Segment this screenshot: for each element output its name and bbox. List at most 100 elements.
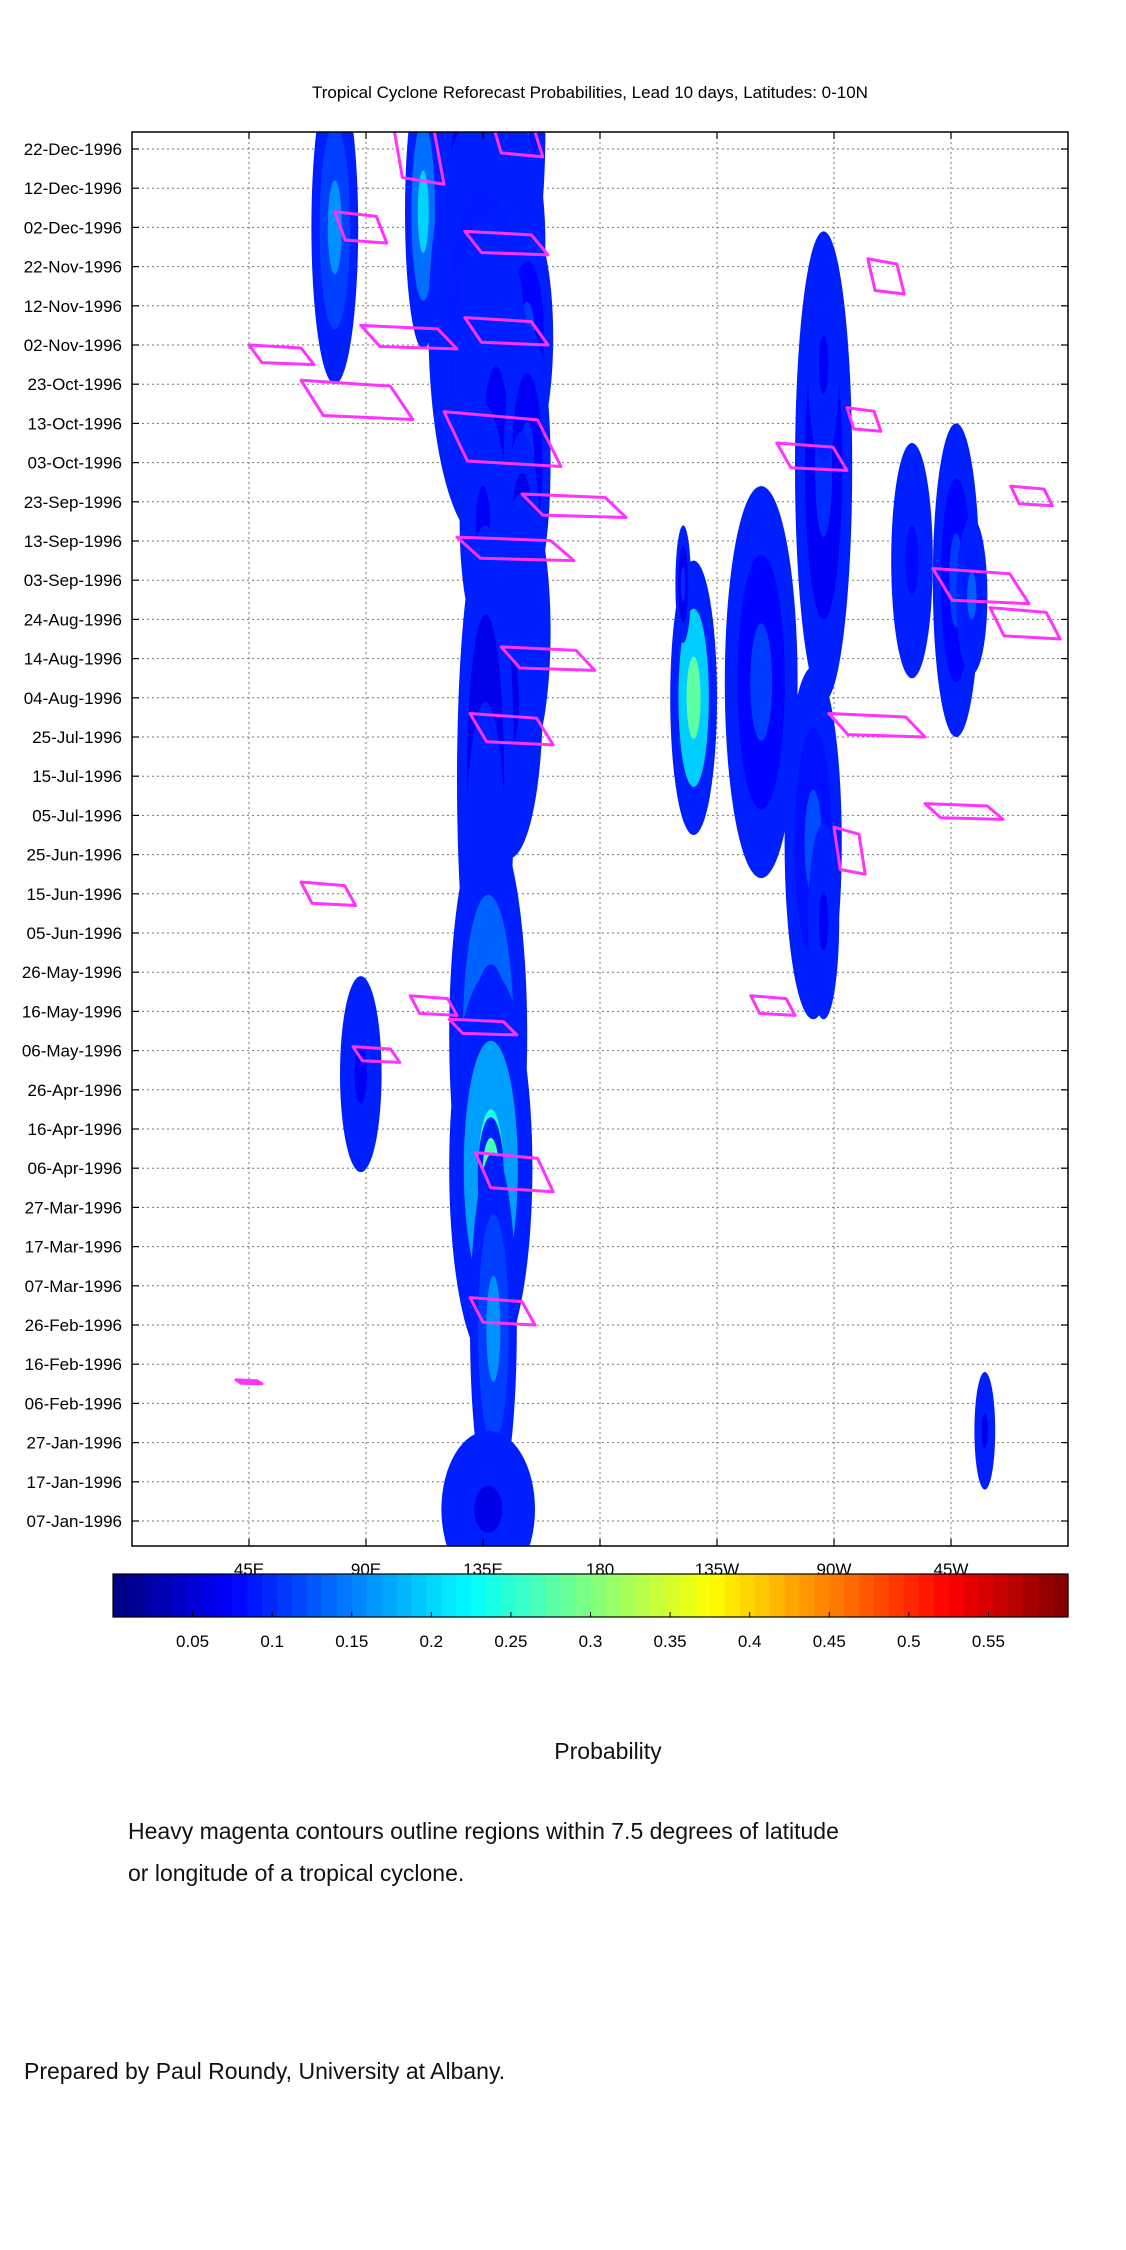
y-tick-label: 05-Jun-1996 bbox=[27, 924, 122, 943]
colorbar-swatch bbox=[262, 1574, 278, 1617]
colorbar-swatch bbox=[814, 1574, 830, 1617]
cyclone-contour bbox=[832, 825, 867, 876]
y-tick-label: 03-Oct-1996 bbox=[28, 454, 123, 473]
cyclone-contour bbox=[520, 492, 628, 519]
y-tick-label: 15-Jul-1996 bbox=[32, 767, 122, 786]
colorbar-swatch bbox=[888, 1574, 905, 1617]
colorbar-swatch bbox=[306, 1574, 323, 1617]
colorbar-swatch bbox=[635, 1574, 651, 1617]
colorbar-swatch bbox=[859, 1574, 875, 1617]
y-tick-label: 05-Jul-1996 bbox=[32, 806, 122, 825]
cyclone-contour bbox=[988, 606, 1062, 641]
probability-blob-core bbox=[750, 623, 773, 741]
colorbar-tick-label: 0.1 bbox=[260, 1632, 284, 1651]
colorbar-swatch bbox=[232, 1574, 248, 1617]
colorbar-swatch bbox=[321, 1574, 338, 1617]
y-tick-label: 06-Feb-1996 bbox=[25, 1394, 122, 1413]
colorbar-swatch bbox=[411, 1574, 427, 1617]
colorbar-swatch bbox=[933, 1574, 950, 1617]
cyclone-contour bbox=[866, 257, 906, 296]
cyclone-contour bbox=[234, 1378, 264, 1386]
y-tick-label: 04-Aug-1996 bbox=[24, 689, 122, 708]
cyclone-contour bbox=[333, 210, 389, 245]
y-tick-label: 16-May-1996 bbox=[22, 1002, 122, 1021]
cyclone-contour bbox=[247, 343, 316, 367]
y-tick-label: 26-May-1996 bbox=[22, 963, 122, 982]
y-tick-label: 06-Apr-1996 bbox=[27, 1159, 122, 1178]
probability-blob-core bbox=[967, 572, 977, 620]
colorbar-swatch bbox=[665, 1574, 681, 1617]
probability-blob-core bbox=[818, 891, 829, 951]
colorbar-swatch bbox=[187, 1574, 204, 1617]
prepared-by-credit: Prepared by Paul Roundy, University at A… bbox=[24, 2058, 506, 2084]
y-tick-label: 17-Mar-1996 bbox=[25, 1238, 122, 1257]
colorbar-swatch bbox=[724, 1574, 741, 1617]
cyclone-contour bbox=[359, 323, 459, 351]
cyclone-contour bbox=[499, 645, 597, 672]
colorbar-swatch bbox=[1038, 1574, 1054, 1617]
y-tick-label: 06-May-1996 bbox=[22, 1042, 122, 1061]
cyclone-contour bbox=[931, 566, 1031, 606]
y-tick-label: 22-Dec-1996 bbox=[24, 140, 122, 159]
cyclone-contour bbox=[827, 711, 927, 739]
cyclone-contour bbox=[442, 410, 563, 469]
cyclone-contour bbox=[408, 994, 459, 1017]
colorbar-swatch bbox=[1053, 1574, 1069, 1617]
probability-blob-core bbox=[981, 1413, 988, 1449]
colorbar-tick-label: 0.35 bbox=[654, 1632, 687, 1651]
colorbar-swatch bbox=[500, 1574, 517, 1617]
colorbar-swatch bbox=[799, 1574, 815, 1617]
colorbar-swatch bbox=[560, 1574, 577, 1617]
colorbar-swatch bbox=[948, 1574, 965, 1617]
colorbar-swatch bbox=[575, 1574, 592, 1617]
colorbar-swatch bbox=[366, 1574, 383, 1617]
colorbar-ticks: 0.05 0.1 0.15 0.2 0.25 0.3 0.35 0.4 0.45 0.5 0.55 bbox=[176, 1612, 1005, 1651]
probability-field bbox=[311, 132, 996, 1546]
colorbar-swatch bbox=[650, 1574, 666, 1617]
colorbar-swatch bbox=[694, 1574, 711, 1617]
y-tick-label: 13-Sep-1996 bbox=[24, 532, 122, 551]
colorbar-swatch bbox=[739, 1574, 756, 1617]
colorbar-swatch bbox=[844, 1574, 860, 1617]
y-tick-label: 22-Nov-1996 bbox=[24, 258, 122, 277]
y-tick-label: 17-Jan-1996 bbox=[27, 1473, 122, 1492]
colorbar-swatch bbox=[292, 1574, 308, 1617]
colorbar-tick-label: 0.15 bbox=[335, 1632, 368, 1651]
y-tick-label: 26-Feb-1996 bbox=[25, 1316, 122, 1335]
colorbar-swatch bbox=[172, 1574, 189, 1617]
cyclone-contour bbox=[845, 406, 883, 433]
colorbar-swatch bbox=[978, 1574, 994, 1617]
colorbar-swatch bbox=[874, 1574, 890, 1617]
colorbar-swatch bbox=[381, 1574, 398, 1617]
probability-blob-core bbox=[818, 335, 829, 394]
colorbar-swatch bbox=[217, 1574, 233, 1617]
cyclone-contour bbox=[299, 378, 415, 421]
chart-title: Tropical Cyclone Reforecast Probabilitie… bbox=[312, 83, 868, 102]
colorbar-tick-label: 0.25 bbox=[494, 1632, 527, 1651]
probability-blob-core bbox=[905, 525, 919, 596]
colorbar-swatch bbox=[709, 1574, 726, 1617]
colorbar-swatch bbox=[441, 1574, 457, 1617]
probability-blob-core bbox=[680, 566, 686, 602]
y-tick-label: 15-Jun-1996 bbox=[27, 885, 122, 904]
cyclone-contour bbox=[1009, 484, 1054, 508]
y-tick-label: 25-Jun-1996 bbox=[27, 846, 122, 865]
colorbar-swatch bbox=[754, 1574, 771, 1617]
colorbar-swatch bbox=[396, 1574, 413, 1617]
colorbar-swatch bbox=[351, 1574, 368, 1617]
cyclone-contour bbox=[775, 441, 849, 472]
colorbar-swatch bbox=[963, 1574, 980, 1617]
cyclone-contour bbox=[299, 880, 358, 908]
colorbar-swatch bbox=[1008, 1574, 1024, 1617]
y-tick-label: 14-Aug-1996 bbox=[24, 650, 122, 669]
cyclone-contours bbox=[234, 132, 1062, 1386]
cyclone-contour bbox=[463, 316, 550, 347]
cyclone-contour bbox=[351, 1045, 402, 1064]
y-tick-label: 27-Jan-1996 bbox=[27, 1434, 122, 1453]
colorbar-swatch bbox=[142, 1574, 159, 1617]
colorbar bbox=[112, 1573, 1069, 1618]
cyclone-contour bbox=[455, 535, 576, 563]
colorbar-swatch bbox=[515, 1574, 532, 1617]
colorbar-tick-label: 0.3 bbox=[579, 1632, 603, 1651]
colorbar-swatch bbox=[545, 1574, 562, 1617]
